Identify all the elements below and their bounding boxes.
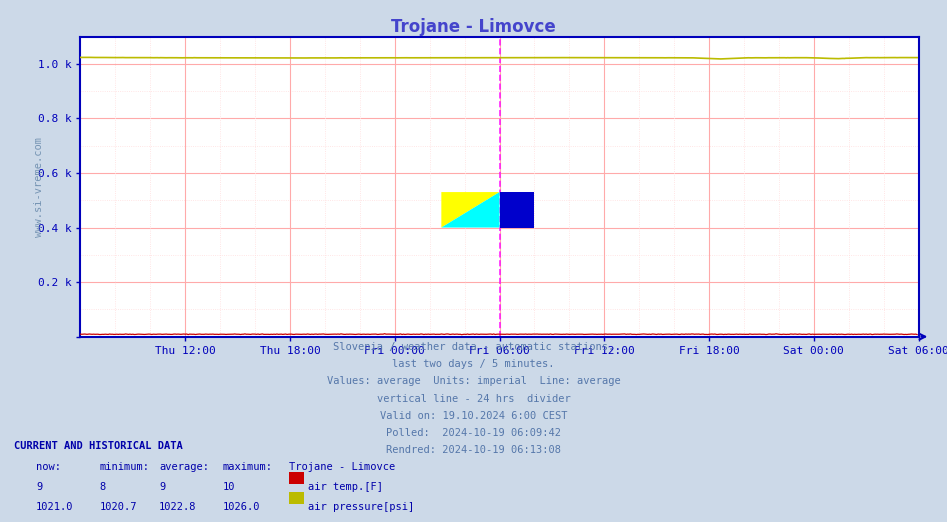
Polygon shape [441,192,500,228]
Text: 1020.7: 1020.7 [99,502,137,512]
Text: 9: 9 [159,482,166,492]
Polygon shape [500,192,534,228]
Text: 1022.8: 1022.8 [159,502,197,512]
Text: Slovenia / weather data - automatic stations.: Slovenia / weather data - automatic stat… [333,342,614,352]
Text: 1021.0: 1021.0 [36,502,74,512]
Text: www.si-vreme.com: www.si-vreme.com [33,137,44,236]
Text: air temp.[F]: air temp.[F] [308,482,383,492]
Text: 9: 9 [36,482,43,492]
Text: 1026.0: 1026.0 [223,502,260,512]
Text: Trojane - Limovce: Trojane - Limovce [391,18,556,36]
Polygon shape [441,192,500,228]
Text: minimum:: minimum: [99,462,150,472]
Text: vertical line - 24 hrs  divider: vertical line - 24 hrs divider [377,394,570,404]
Text: last two days / 5 minutes.: last two days / 5 minutes. [392,359,555,369]
Text: now:: now: [36,462,61,472]
Text: 8: 8 [99,482,106,492]
Text: Valid on: 19.10.2024 6:00 CEST: Valid on: 19.10.2024 6:00 CEST [380,411,567,421]
Text: CURRENT AND HISTORICAL DATA: CURRENT AND HISTORICAL DATA [14,441,183,451]
Text: Trojane - Limovce: Trojane - Limovce [289,462,395,472]
Text: air pressure[psi]: air pressure[psi] [308,502,414,512]
Text: Rendred: 2024-10-19 06:13:08: Rendred: 2024-10-19 06:13:08 [386,445,561,455]
Text: Values: average  Units: imperial  Line: average: Values: average Units: imperial Line: av… [327,376,620,386]
Text: Polled:  2024-10-19 06:09:42: Polled: 2024-10-19 06:09:42 [386,428,561,438]
Text: 10: 10 [223,482,235,492]
Text: average:: average: [159,462,209,472]
Text: maximum:: maximum: [223,462,273,472]
